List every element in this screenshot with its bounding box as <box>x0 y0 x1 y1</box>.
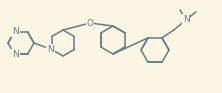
Text: N: N <box>12 27 19 36</box>
Text: N: N <box>183 15 189 24</box>
Text: O: O <box>87 19 93 28</box>
Text: N: N <box>12 50 19 59</box>
Text: N: N <box>47 45 54 54</box>
